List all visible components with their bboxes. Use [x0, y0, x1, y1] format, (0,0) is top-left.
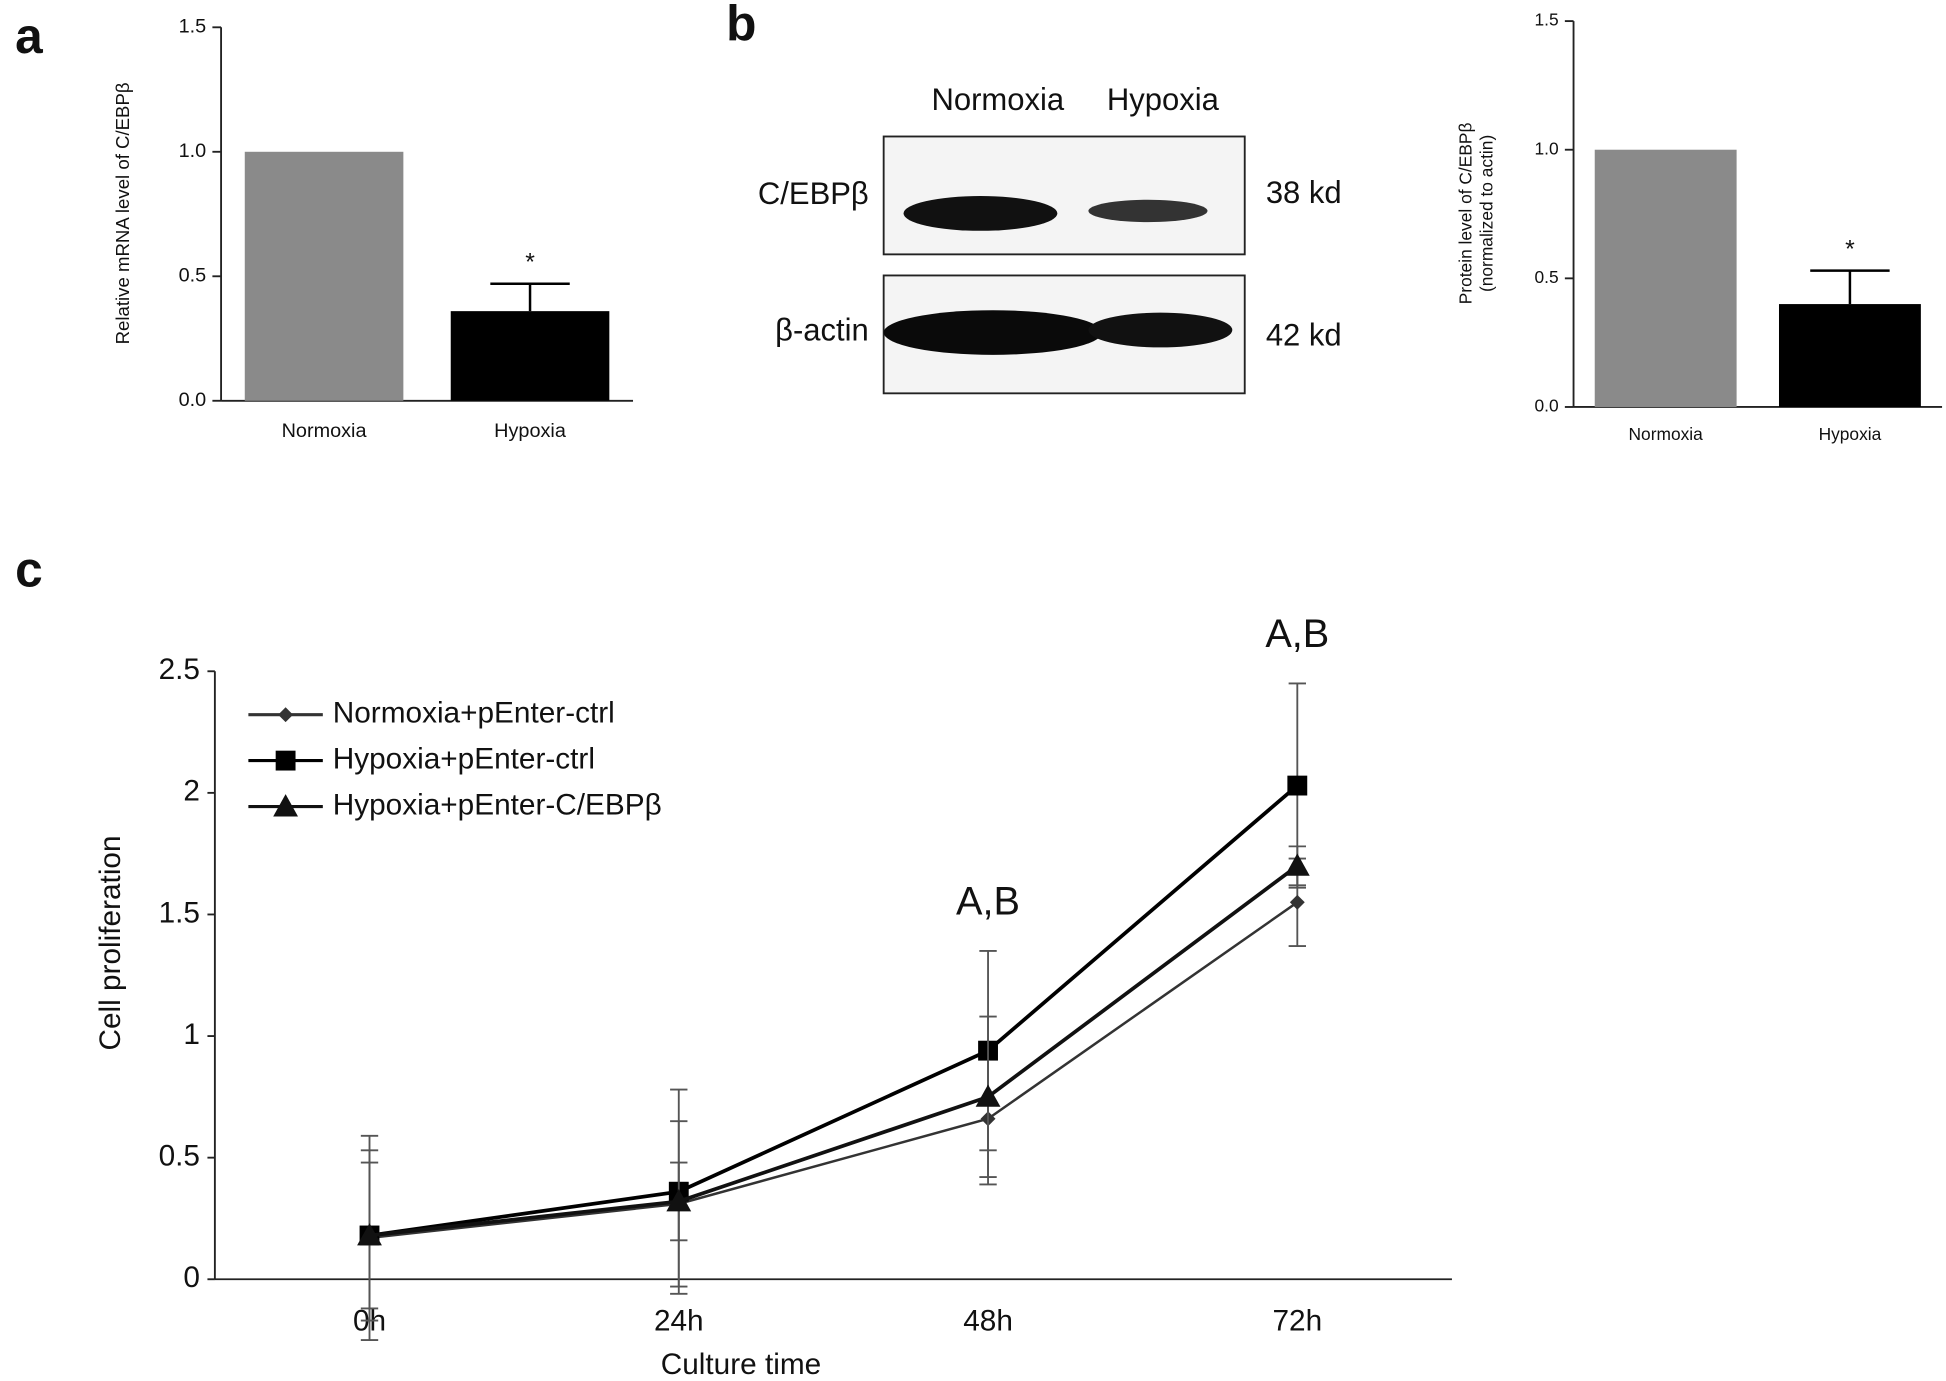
legend-label: Hypoxia+pEnter-ctrl	[333, 742, 595, 775]
lane-label: Hypoxia	[1107, 82, 1220, 117]
protein-label: β-actin	[775, 313, 869, 348]
x-axis-label: Culture time	[661, 1348, 821, 1381]
lane-label: Normoxia	[931, 82, 1064, 117]
size-label: 38 kd	[1266, 175, 1342, 210]
western-blot: Normoxia Hypoxia C/EBPβ β-actin 38 kd 42…	[758, 82, 1342, 395]
y-tick-label: 2	[183, 775, 200, 808]
bar	[1778, 304, 1921, 407]
protein-label: C/EBPβ	[758, 176, 869, 211]
marker	[1287, 775, 1308, 796]
x-tick-label: Hypoxia	[494, 420, 567, 442]
y-axis-label: Cell proliferation	[94, 835, 127, 1050]
marker	[273, 794, 299, 817]
y-axis-label: Relative mRNA level of C/EBPβ	[112, 82, 133, 344]
panel-label: c	[15, 541, 43, 597]
y-tick-label: 1.0	[1535, 138, 1559, 158]
band	[1088, 199, 1208, 223]
y-tick-label: 1.0	[179, 140, 207, 162]
marker	[357, 1223, 382, 1246]
series-line	[369, 864, 1299, 1238]
panel-label: a	[15, 8, 43, 64]
x-tick-label: Hypoxia	[1819, 424, 1882, 444]
y-tick-label: 0.5	[179, 265, 207, 287]
bar	[1594, 149, 1737, 407]
y-tick-label: 0.5	[159, 1140, 200, 1173]
band	[883, 310, 1103, 355]
y-tick-label: 1	[183, 1018, 200, 1051]
marker	[1284, 853, 1310, 876]
x-tick-label: 72h	[1272, 1305, 1322, 1338]
legend-label: Normoxia+pEnter-ctrl	[333, 697, 615, 730]
series-line	[369, 784, 1299, 1238]
marker	[975, 1084, 1001, 1107]
y-tick-label: 1.5	[1535, 10, 1559, 30]
x-tick-label: 24h	[654, 1305, 704, 1338]
blot-box	[882, 135, 1246, 256]
legend-label: Hypoxia+pEnter-C/EBPβ	[333, 788, 662, 821]
marker	[666, 1189, 692, 1212]
band	[903, 196, 1058, 231]
marker	[278, 707, 294, 723]
y-tick-label: 0.0	[179, 389, 207, 411]
annotation: A,B	[1265, 612, 1329, 656]
marker	[275, 750, 296, 771]
size-label: 42 kd	[1266, 318, 1342, 353]
y-tick-label: 1.5	[179, 16, 207, 38]
y-axis-label: (normalized to actin)	[1477, 135, 1497, 292]
panel-label: b	[726, 0, 756, 51]
series-line	[369, 901, 1299, 1240]
x-tick-label: 48h	[963, 1305, 1013, 1338]
marker	[1289, 894, 1305, 910]
y-axis-label: Protein level of C/EBPβ	[1455, 123, 1475, 305]
bar	[244, 151, 404, 401]
y-tick-label: 2.5	[159, 653, 200, 686]
annotation: *	[525, 249, 535, 276]
y-tick-label: 1.5	[159, 896, 200, 929]
y-tick-label: 0.0	[1535, 396, 1559, 416]
bar	[450, 311, 610, 401]
y-tick-label: 0	[183, 1261, 200, 1294]
y-tick-label: 0.5	[1535, 267, 1559, 287]
x-tick-label: Normoxia	[1629, 424, 1704, 444]
annotation: *	[1845, 236, 1855, 263]
band	[1088, 312, 1233, 348]
annotation: A,B	[956, 879, 1020, 923]
x-tick-label: Normoxia	[282, 420, 368, 442]
